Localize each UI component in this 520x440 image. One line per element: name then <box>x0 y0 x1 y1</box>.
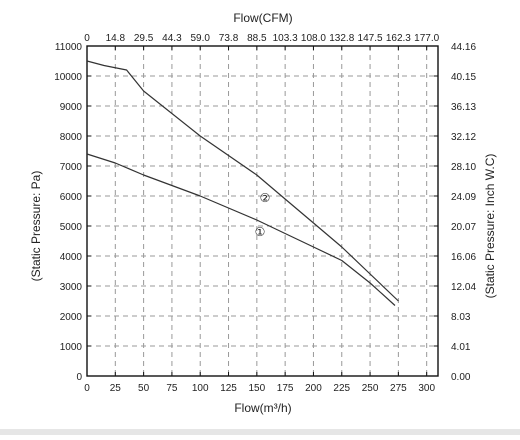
y-tick-label: 10000 <box>54 72 82 83</box>
y-right-tick-label: 20.07 <box>451 222 476 233</box>
y-tick-label: 9000 <box>60 102 83 113</box>
x-tick-label: 200 <box>305 383 322 394</box>
plot-border <box>86 45 439 377</box>
left-axis-title: (Static Pressure: Pa) <box>29 171 43 282</box>
y-tick-label: 5000 <box>60 222 83 233</box>
bottom-edge-bar <box>0 429 520 435</box>
x-top-tick-label: 29.5 <box>134 33 154 44</box>
x-tick-label: 100 <box>192 383 209 394</box>
x-top-tick-label: 177.0 <box>414 33 439 44</box>
x-tick-label: 225 <box>333 383 350 394</box>
x-tick-label: 150 <box>248 383 265 394</box>
y-tick-label: 0 <box>76 372 82 383</box>
y-tick-label: 4000 <box>60 252 83 263</box>
x-top-tick-label: 59.0 <box>190 33 210 44</box>
y-right-tick-label: 40.15 <box>451 72 476 83</box>
y-right-tick-label: 36.13 <box>451 102 476 113</box>
y-right-tick-label: 4.01 <box>451 342 471 353</box>
x-tick-label: 275 <box>390 383 407 394</box>
x-top-tick-label: 14.8 <box>106 33 126 44</box>
y-tick-label: 7000 <box>60 162 83 173</box>
y-right-tick-label: 12.04 <box>451 282 476 293</box>
tick-labels: 002514.85029.57544.310059.012573.815088.… <box>54 33 476 394</box>
y-tick-label: 8000 <box>60 132 83 143</box>
series-label-2: ② <box>260 191 271 205</box>
y-tick-label: 11000 <box>55 42 83 53</box>
y-tick-label: 2000 <box>60 312 83 323</box>
y-right-tick-label: 32.12 <box>451 132 476 143</box>
grid <box>87 46 438 376</box>
series-line-2 <box>86 60 399 302</box>
x-tick-label: 175 <box>277 383 294 394</box>
plot-frame <box>86 45 439 377</box>
x-top-tick-label: 44.3 <box>162 33 182 44</box>
right-axis-title: (Static Pressure: Inch W.C) <box>483 154 497 299</box>
top-axis-title: Flow(CFM) <box>233 11 292 25</box>
y-right-tick-label: 24.09 <box>451 192 476 203</box>
y-right-tick-label: 0.00 <box>451 372 471 383</box>
series-label-1: ① <box>255 225 266 239</box>
x-tick-label: 125 <box>220 383 237 394</box>
x-tick-label: 25 <box>110 383 122 394</box>
x-top-tick-label: 162.3 <box>386 33 411 44</box>
bottom-axis-title: Flow(m³/h) <box>234 401 291 415</box>
x-tick-label: 75 <box>166 383 178 394</box>
series-lines <box>86 60 399 306</box>
y-tick-label: 6000 <box>60 192 83 203</box>
x-top-tick-label: 132.8 <box>329 33 354 44</box>
x-top-tick-label: 73.8 <box>219 33 239 44</box>
x-tick-label: 0 <box>84 383 90 394</box>
y-tick-label: 1000 <box>60 342 83 353</box>
y-right-tick-label: 28.10 <box>451 162 476 173</box>
x-top-tick-label: 103.3 <box>273 33 298 44</box>
x-tick-label: 300 <box>418 383 435 394</box>
x-tick-label: 50 <box>138 383 150 394</box>
y-right-tick-label: 44.16 <box>451 42 476 53</box>
series-line-1 <box>86 153 396 306</box>
x-top-tick-label: 0 <box>84 33 90 44</box>
y-tick-label: 3000 <box>60 282 83 293</box>
x-top-tick-label: 88.5 <box>247 33 267 44</box>
y-right-tick-label: 8.03 <box>451 312 471 323</box>
y-right-tick-label: 16.06 <box>451 252 476 263</box>
x-top-tick-label: 108.0 <box>301 33 326 44</box>
x-tick-label: 250 <box>362 383 379 394</box>
x-top-tick-label: 147.5 <box>358 33 383 44</box>
